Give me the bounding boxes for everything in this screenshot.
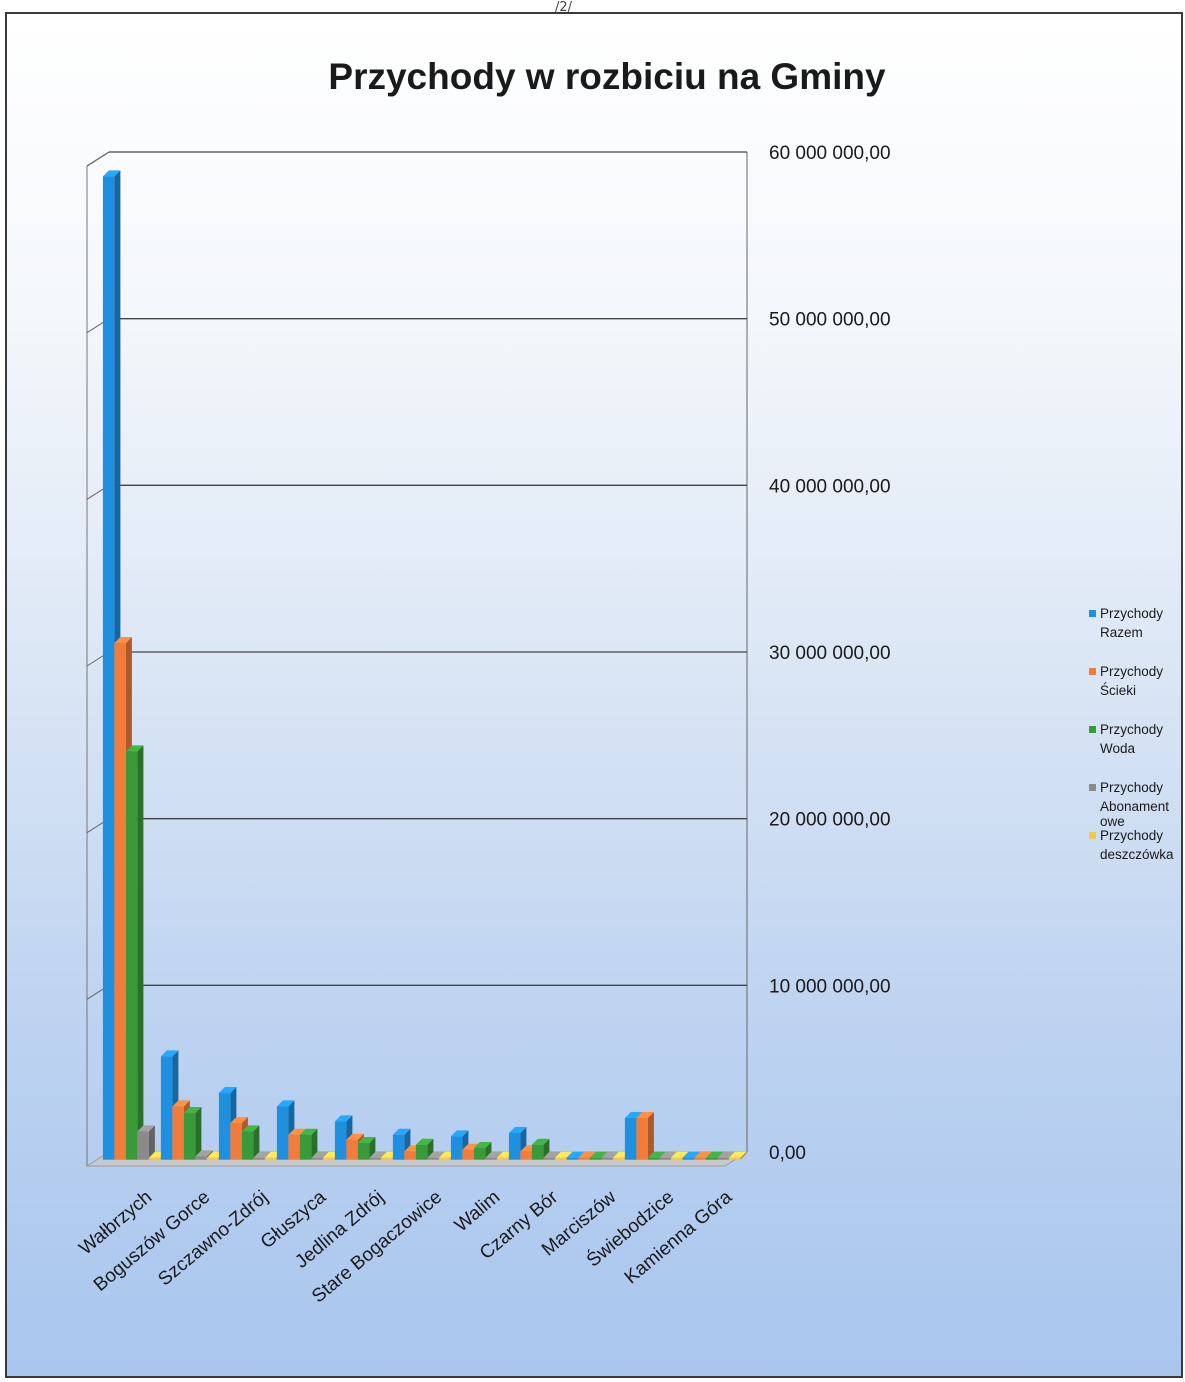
bar-4-3 <box>369 1158 381 1160</box>
bar-9-0 <box>625 1118 637 1160</box>
legend-swatch-woda <box>1089 726 1096 733</box>
y-tick-label: 50 000 000,00 <box>769 310 891 331</box>
legend-label-line: Przychody <box>1100 778 1183 797</box>
bar-7-0 <box>509 1133 521 1160</box>
bar-4-1 <box>346 1140 358 1160</box>
bar-6-4 <box>497 1158 509 1160</box>
chart-walls <box>87 152 747 1166</box>
bar-3-2 <box>300 1135 312 1160</box>
bar-0-1 <box>114 643 126 1160</box>
bar-2-3 <box>253 1158 265 1160</box>
bar-9-2 <box>648 1158 660 1160</box>
y-tick-label: 0,00 <box>769 1143 806 1164</box>
bar-6-3 <box>485 1158 497 1160</box>
bar-1-0 <box>161 1056 173 1159</box>
legend-label-line: Przychody <box>1100 720 1183 739</box>
bar-1-4 <box>207 1158 219 1160</box>
legend-label-line: Woda <box>1100 739 1183 758</box>
bar-7-1 <box>520 1151 532 1159</box>
bar-6-2 <box>474 1148 486 1160</box>
gridline-side <box>87 152 109 166</box>
bar-9-1 <box>636 1118 648 1160</box>
bar-5-0 <box>393 1135 405 1160</box>
legend-item-scieki: Przychody Ścieki <box>1089 662 1183 720</box>
bar-9-3 <box>659 1158 671 1160</box>
bar-10-2 <box>706 1158 718 1160</box>
bar-6-1 <box>462 1150 474 1160</box>
y-tick-label: 30 000 000,00 <box>769 643 891 664</box>
legend-swatch-razem <box>1089 610 1096 617</box>
x-tick-label: Kamienna Góra <box>621 1186 737 1288</box>
bar-8-3 <box>601 1158 613 1160</box>
chart-container: Przychody w rozbiciu na Gminy 0,00 10 000… <box>5 12 1183 1378</box>
bar-10-4 <box>729 1158 741 1160</box>
bar-2-2 <box>242 1131 254 1159</box>
chart-gridlines <box>87 152 747 999</box>
bar-5-2 <box>416 1145 428 1160</box>
legend-label-line: Ścieki <box>1100 681 1183 700</box>
bar-8-0 <box>567 1158 579 1160</box>
bar-1-2 <box>184 1113 196 1160</box>
bar-7-2 <box>532 1145 544 1160</box>
bar-4-2 <box>358 1143 370 1160</box>
y-tick-label: 40 000 000,00 <box>769 476 891 497</box>
bar-4-0 <box>335 1121 347 1159</box>
bar-0-3 <box>137 1131 149 1159</box>
bar-5-4 <box>439 1158 451 1160</box>
bar-side <box>137 745 143 1159</box>
chart-legend: Przychody Razem Przychody Ścieki Przycho… <box>1089 604 1183 884</box>
legend-label-line: Przychody <box>1100 662 1183 681</box>
bar-10-3 <box>717 1158 729 1160</box>
bar-2-1 <box>230 1123 242 1160</box>
y-tick-label: 10 000 000,00 <box>769 976 891 997</box>
bar-side <box>648 1112 654 1160</box>
legend-label-line: Przychody <box>1100 604 1183 623</box>
bar-3-1 <box>288 1135 300 1160</box>
legend-item-razem: Przychody Razem <box>1089 604 1183 662</box>
bar-8-4 <box>613 1158 625 1160</box>
bar-5-1 <box>404 1151 416 1159</box>
bar-0-2 <box>126 751 137 1159</box>
bar-0-0 <box>103 176 115 1159</box>
chart-plot: 0,00 10 000 000,00 20 000 000,00 30 000 000… <box>7 14 1183 1378</box>
bar-4-4 <box>381 1158 393 1160</box>
y-tick-label: 60 000 000,00 <box>769 143 891 164</box>
bar-8-1 <box>578 1158 590 1160</box>
legend-item-woda: Przychody Woda <box>1089 720 1183 778</box>
legend-label-line: Przychody <box>1100 826 1183 845</box>
bar-9-4 <box>671 1158 683 1160</box>
x-tick-label: Walim <box>451 1187 504 1237</box>
bar-1-3 <box>195 1156 207 1159</box>
bar-7-3 <box>543 1158 555 1160</box>
bar-7-4 <box>555 1158 567 1160</box>
legend-label-line: Razem <box>1100 623 1183 642</box>
bar-2-0 <box>219 1093 231 1160</box>
legend-item-deszczowka: Przychody deszczówka <box>1089 826 1183 884</box>
bar-6-0 <box>451 1136 463 1159</box>
y-tick-label: 20 000 000,00 <box>769 810 891 831</box>
y-axis-tick-labels: 0,00 10 000 000,00 20 000 000,00 30 000 000… <box>769 143 891 1164</box>
legend-swatch-deszczowka <box>1089 832 1096 839</box>
bar-5-3 <box>427 1158 439 1160</box>
bar-8-2 <box>590 1158 602 1160</box>
bar-2-4 <box>265 1158 277 1160</box>
legend-label-line: deszczówka <box>1100 845 1183 864</box>
bar-3-3 <box>311 1158 323 1160</box>
legend-swatch-scieki <box>1089 668 1096 675</box>
bar-10-0 <box>683 1158 695 1160</box>
bar-10-1 <box>694 1158 706 1160</box>
bar-1-1 <box>172 1106 184 1159</box>
bar-0-4 <box>149 1158 161 1160</box>
bar-3-0 <box>277 1106 289 1159</box>
bar-3-4 <box>323 1158 335 1160</box>
legend-swatch-abonamentowe <box>1089 784 1096 791</box>
